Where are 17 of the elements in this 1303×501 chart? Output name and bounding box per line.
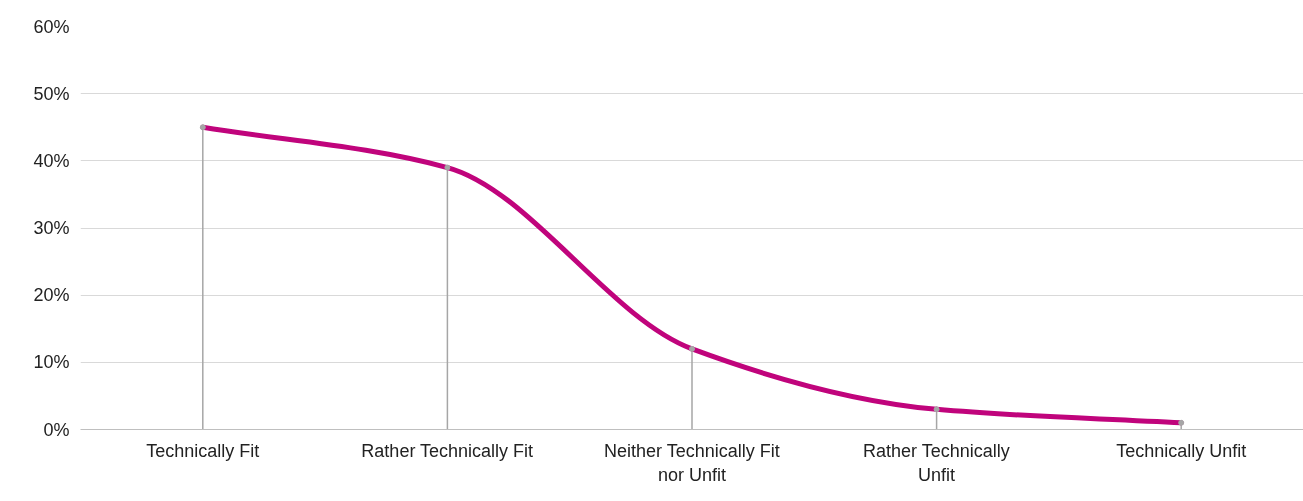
y-tick-label: 60% (33, 16, 70, 37)
x-tick-label: Technically Fit (146, 440, 260, 461)
x-tick-label: Neither Technically Fit nor Unfit (603, 440, 780, 485)
x-tick-label: Rather Technically Fit (361, 440, 534, 461)
y-tick-label: 20% (33, 285, 70, 306)
y-tick-label: 30% (33, 218, 70, 238)
point (199, 124, 206, 131)
point (689, 345, 695, 352)
y-tick-label: 0% (43, 419, 70, 440)
point (444, 164, 451, 171)
point (1178, 419, 1185, 426)
point (933, 406, 940, 413)
x-tick-label: Technically Unfit (1116, 440, 1247, 461)
y-tick-label: 40% (33, 150, 70, 171)
y-tick-label: 50% (33, 83, 70, 104)
y-tick-label: 10% (33, 352, 70, 373)
x-tick-label: Rather Technically Unfit (863, 440, 1010, 485)
